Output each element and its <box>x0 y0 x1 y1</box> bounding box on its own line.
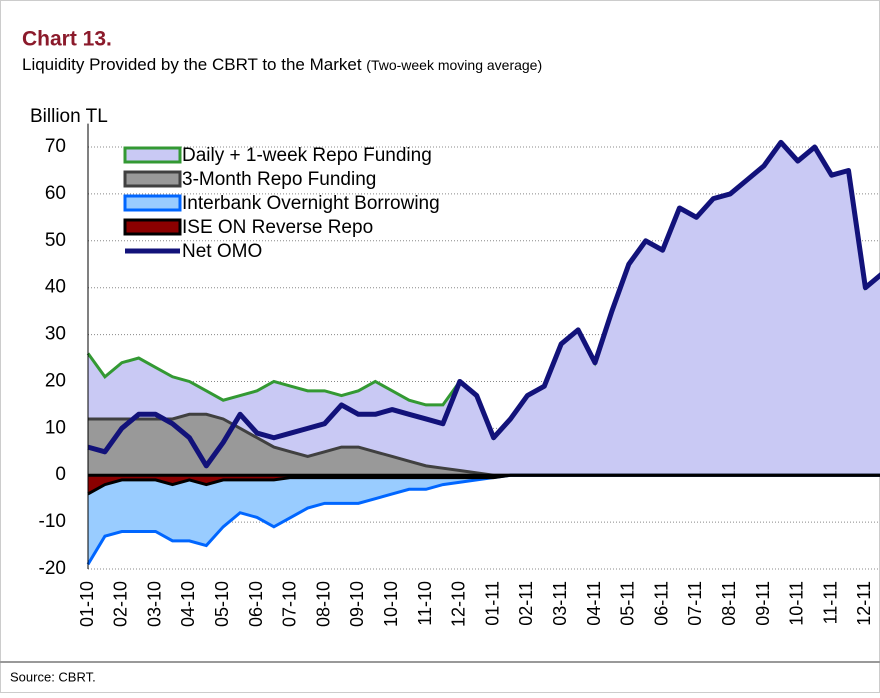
x-tick-label: 01-11 <box>482 581 502 626</box>
x-tick-label: 11-10 <box>415 581 435 626</box>
y-tick-label: 20 <box>45 370 66 391</box>
x-tick-label: 02-10 <box>111 581 131 627</box>
x-tick-label: 03-11 <box>550 581 570 626</box>
area <box>88 414 880 476</box>
x-tick-label: 07-11 <box>685 581 705 626</box>
legend-swatch <box>123 146 182 164</box>
y-tick-label: -20 <box>39 558 66 579</box>
x-tick-label: 08-10 <box>313 581 333 627</box>
x-tick-label: 10-11 <box>787 581 807 626</box>
x-tick-label: 06-10 <box>246 581 266 627</box>
area <box>88 142 880 476</box>
x-tick-label: 05-10 <box>212 581 232 627</box>
legend-label: Daily + 1-week Repo Funding <box>182 145 432 166</box>
x-tick-label: 05-11 <box>618 581 638 626</box>
y-tick-label: 0 <box>55 464 66 485</box>
x-tick-label: 07-10 <box>280 581 300 627</box>
x-tick-label: 12-11 <box>854 581 874 626</box>
x-tick-label: 08-11 <box>719 581 739 626</box>
legend-label: 3-Month Repo Funding <box>182 169 376 190</box>
legend-swatch <box>123 170 182 188</box>
legend-label: Interbank Overnight Borrowing <box>182 193 440 214</box>
y-tick-label: 30 <box>45 324 66 345</box>
subtitle: Liquidity Provided by the CBRT to the Ma… <box>22 55 542 74</box>
y-tick-label: 40 <box>45 277 66 298</box>
x-tick-label: 09-10 <box>347 581 367 627</box>
x-tick-label: 06-11 <box>651 581 671 626</box>
x-tick-label: 10-10 <box>381 581 401 627</box>
legend-swatch <box>123 218 182 236</box>
legend-label: ISE ON Reverse Repo <box>182 217 373 238</box>
area <box>88 475 880 494</box>
subtitle-note: (Two-week moving average) <box>366 57 542 73</box>
y-tick-label: 70 <box>45 136 66 157</box>
legend-label: Net OMO <box>182 241 262 262</box>
y-tick-label: -10 <box>39 511 66 532</box>
x-tick-label: 01-10 <box>77 581 97 627</box>
y-tick-label: 10 <box>45 417 66 438</box>
area <box>88 475 880 565</box>
subtitle-main: Liquidity Provided by the CBRT to the Ma… <box>22 55 362 74</box>
axes: -20 -10 0 10 20 30 40 50 60 70 01-10 02-10 03-10 04-1… <box>39 123 874 627</box>
x-tick-label: 11-11 <box>820 581 840 624</box>
plot-area <box>86 139 880 566</box>
x-tick-label: 04-10 <box>178 581 198 627</box>
x-tick-label: 04-11 <box>584 581 604 626</box>
y-axis-label: Billion TL <box>30 106 108 127</box>
chart-title: Chart 13. <box>22 28 112 51</box>
x-tick-label: 03-10 <box>144 581 164 627</box>
y-tick-label: 50 <box>45 230 66 251</box>
x-tick-label: 02-11 <box>516 581 536 626</box>
source: Source: CBRT. <box>10 669 96 684</box>
y-tick-label: 60 <box>45 183 66 204</box>
legend-swatch <box>123 194 182 212</box>
line <box>87 139 880 469</box>
x-tick-label: 12-10 <box>449 581 469 627</box>
x-tick-label: 09-11 <box>753 581 773 626</box>
